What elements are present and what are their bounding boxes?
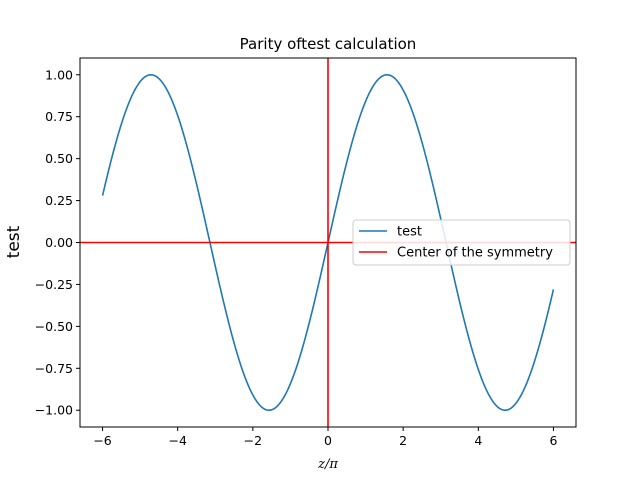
y-tick-label: −0.50	[35, 319, 73, 334]
axis-ticks: −6 −4 −2 0 2 4 6 −1.00 −0.75 −0.50 −0.25 0.00 0.25 0.…	[35, 67, 558, 448]
x-tick-label: −2	[244, 433, 262, 448]
x-tick-label: 6	[549, 433, 557, 448]
y-tick-label: −1.00	[35, 403, 73, 418]
x-tick-label: −6	[93, 433, 111, 448]
y-tick-label: 0.25	[45, 193, 73, 208]
chart-title: Parity oftest calculation	[240, 35, 417, 53]
legend: test Center of the symmetry	[352, 219, 571, 266]
x-tick-label: 2	[399, 433, 407, 448]
y-tick-label: −0.25	[35, 277, 73, 292]
y-tick-label: 1.00	[45, 67, 73, 82]
y-axis-label: test	[4, 225, 24, 258]
legend-entry-symmetry-label: Center of the symmetry	[397, 246, 553, 261]
legend-box	[352, 219, 571, 266]
x-tick-label: 0	[324, 433, 332, 448]
legend-entry-test-label: test	[397, 225, 422, 240]
y-tick-label: 0.50	[45, 151, 73, 166]
y-tick-label: 0.75	[45, 109, 73, 124]
x-axis-label: z/π	[317, 457, 338, 472]
x-tick-label: −4	[168, 433, 186, 448]
y-tick-label: −0.75	[35, 361, 73, 376]
x-tick-label: 4	[474, 433, 482, 448]
y-tick-label: 0.00	[45, 235, 73, 250]
